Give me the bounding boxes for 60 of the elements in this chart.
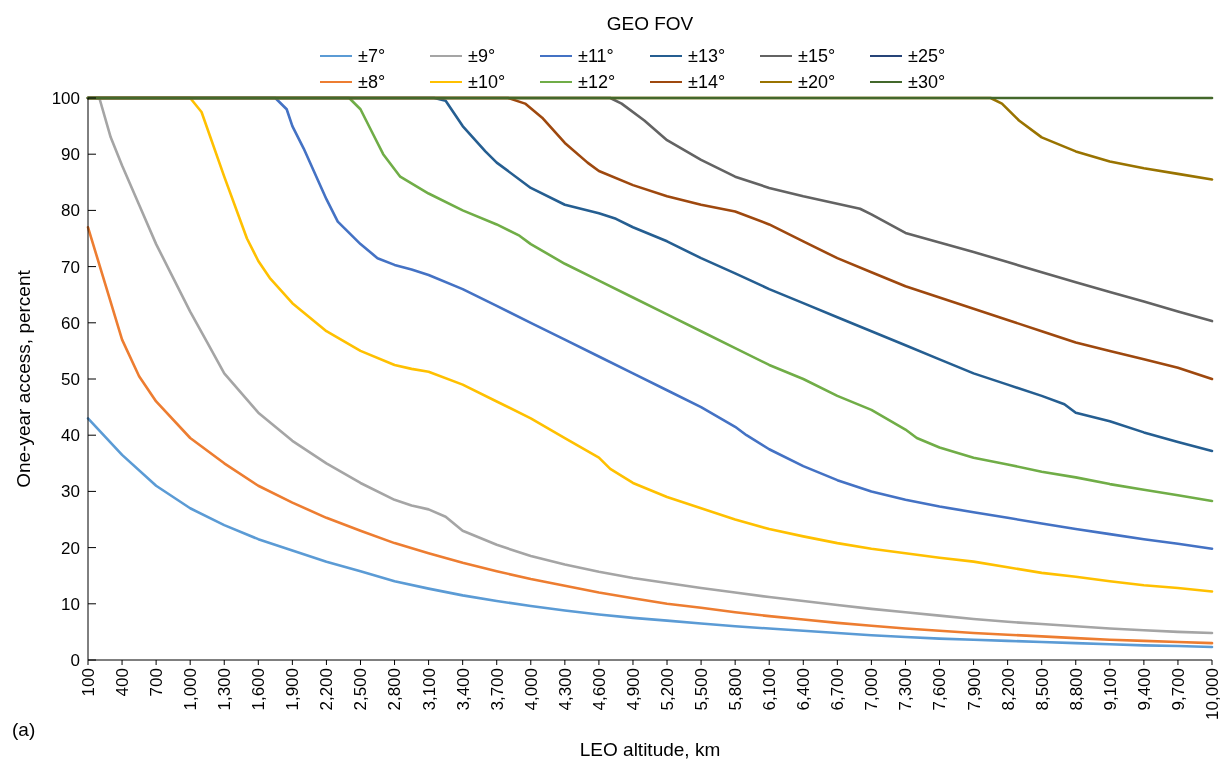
y-tick-label: 30 bbox=[61, 482, 80, 502]
legend-label: ±11° bbox=[578, 46, 614, 67]
x-tick-label: 2,200 bbox=[317, 668, 337, 711]
y-tick-label: 40 bbox=[61, 426, 80, 446]
text: (a) bbox=[12, 719, 36, 740]
x-tick-label: 3,400 bbox=[453, 668, 473, 711]
x-tick-label: 3,100 bbox=[419, 668, 439, 711]
x-tick-label: 700 bbox=[147, 668, 167, 697]
x-tick-label: 1,300 bbox=[215, 668, 235, 711]
y-tick-label: 70 bbox=[61, 257, 80, 277]
x-tick-label: 7,000 bbox=[862, 668, 882, 711]
x-tick-label: 4,900 bbox=[623, 668, 643, 711]
legend-label: ±20° bbox=[798, 72, 836, 93]
x-tick-label: 5,500 bbox=[692, 668, 712, 711]
x-tick-label: 1,000 bbox=[181, 668, 201, 711]
y-tick-label: 0 bbox=[70, 650, 80, 670]
x-tick-label: 5,200 bbox=[657, 668, 677, 711]
y-axis-title: One-year access, percent bbox=[13, 269, 34, 488]
x-tick-label: 4,000 bbox=[521, 668, 541, 711]
y-tick-label: 60 bbox=[61, 313, 80, 333]
legend-label: ±9° bbox=[468, 46, 496, 67]
y-tick-label: 10 bbox=[61, 594, 80, 614]
x-tick-label: 3,700 bbox=[487, 668, 507, 711]
legend-label: ±30° bbox=[908, 72, 946, 93]
x-tick-label: 6,100 bbox=[760, 668, 780, 711]
x-tick-label: 5,800 bbox=[726, 668, 746, 711]
legend-label: ±10° bbox=[468, 72, 506, 93]
x-tick-label: 6,400 bbox=[794, 668, 814, 711]
x-tick-label: 7,900 bbox=[964, 668, 984, 711]
y-tick-label: 100 bbox=[51, 88, 80, 108]
x-tick-label: 2,500 bbox=[351, 668, 371, 711]
x-tick-label: 2,800 bbox=[385, 668, 405, 711]
x-axis-title: LEO altitude, km bbox=[579, 739, 721, 760]
legend-label: ±14° bbox=[688, 72, 726, 93]
legend-title: GEO FOV bbox=[606, 13, 694, 34]
x-tick-label: 8,200 bbox=[998, 668, 1018, 711]
x-tick-label: 9,100 bbox=[1100, 668, 1120, 711]
x-tick-label: 10,000 bbox=[1202, 668, 1222, 720]
x-tick-label: 9,700 bbox=[1168, 668, 1188, 711]
x-tick-label: 9,400 bbox=[1134, 668, 1154, 711]
x-tick-label: 1,900 bbox=[283, 668, 303, 711]
x-tick-label: 8,800 bbox=[1066, 668, 1086, 711]
x-tick-label: 1,600 bbox=[249, 668, 269, 711]
legend-label: ±12° bbox=[578, 72, 616, 93]
x-tick-label: 7,600 bbox=[930, 668, 950, 711]
y-tick-label: 80 bbox=[61, 201, 80, 221]
legend-label: ±7° bbox=[358, 46, 386, 67]
x-tick-label: 7,300 bbox=[896, 668, 916, 711]
y-tick-label: 20 bbox=[61, 538, 80, 558]
y-tick-label: 50 bbox=[61, 369, 80, 389]
x-tick-label: 6,700 bbox=[828, 668, 848, 711]
legend-label: ±13° bbox=[688, 46, 726, 67]
legend-label: ±8° bbox=[358, 72, 386, 93]
x-tick-label: 4,600 bbox=[589, 668, 609, 711]
y-tick-label: 90 bbox=[61, 145, 80, 165]
x-tick-label: 400 bbox=[113, 668, 133, 697]
x-tick-label: 4,300 bbox=[555, 668, 575, 711]
legend-label: ±25° bbox=[908, 46, 946, 67]
x-tick-label: 8,500 bbox=[1032, 668, 1052, 711]
legend-label: ±15° bbox=[798, 46, 836, 67]
